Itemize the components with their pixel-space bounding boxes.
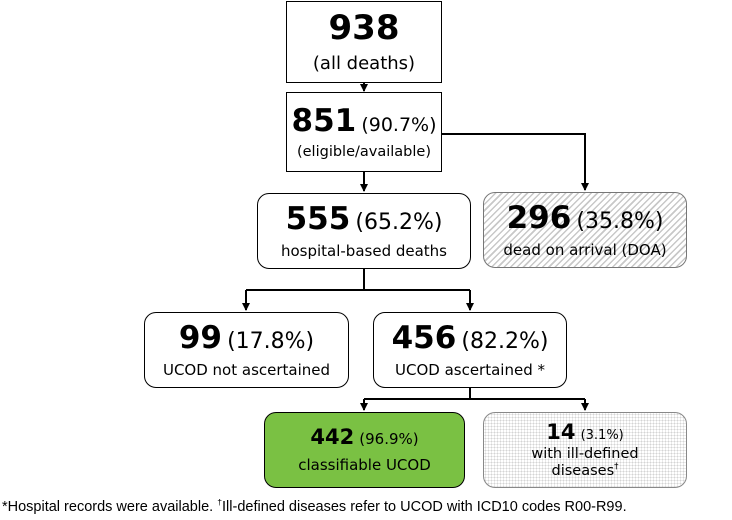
- footnote-part2: Ill-defined diseases refer to UCOD with …: [222, 498, 627, 515]
- hospital-label: hospital-based deaths: [280, 242, 448, 261]
- footnote: *Hospital records were available. †Ill-d…: [2, 497, 627, 515]
- all-deaths-count: 938: [328, 7, 400, 48]
- ill-defined-count: 14: [546, 420, 576, 445]
- node-classifiable-ucod: 442 (96.9%) classifiable UCOD: [264, 412, 465, 488]
- node-ucod-ascertained: 456 (82.2%) UCOD ascertained *: [373, 312, 567, 388]
- node-all-deaths: 938 (all deaths): [286, 1, 442, 83]
- ascertained-percent: (82.2%): [461, 328, 549, 354]
- ascertained-label: UCOD ascertained *: [395, 361, 545, 380]
- node-ucod-not-ascertained: 99 (17.8%) UCOD not ascertained: [144, 312, 349, 388]
- ascertained-count: 456: [391, 319, 457, 356]
- eligible-percent: (90.7%): [361, 113, 437, 136]
- ill-defined-label-line2: diseases: [551, 462, 615, 479]
- classifiable-count: 442: [310, 425, 355, 450]
- not-ascertained-label: UCOD not ascertained: [162, 361, 331, 380]
- not-ascertained-percent: (17.8%): [227, 328, 315, 354]
- ill-defined-percent: (3.1%): [580, 428, 624, 444]
- node-dead-on-arrival: 296 (35.8%) dead on arrival (DOA): [483, 192, 687, 268]
- classifiable-percent: (96.9%): [359, 430, 419, 449]
- doa-label: dead on arrival (DOA): [503, 241, 667, 260]
- doa-percent: (35.8%): [576, 208, 664, 234]
- dagger-mark: †: [614, 462, 619, 473]
- footnote-dagger: †: [217, 497, 223, 507]
- doa-count: 296: [506, 199, 572, 236]
- hospital-count: 555: [285, 200, 351, 237]
- all-deaths-label: (all deaths): [312, 53, 416, 75]
- node-ill-defined-diseases: 14 (3.1%) with ill-defined diseases†: [483, 412, 687, 488]
- node-hospital-based: 555 (65.2%) hospital-based deaths: [257, 193, 471, 269]
- hospital-percent: (65.2%): [355, 209, 443, 235]
- eligible-label: (eligible/available): [296, 144, 431, 161]
- ill-defined-label-line1: with ill-defined: [531, 446, 639, 463]
- footnote-part1: *Hospital records were available.: [2, 498, 218, 515]
- arrow-eligible-to-doa: [442, 133, 589, 191]
- eligible-count: 851: [291, 102, 357, 139]
- node-eligible: 851 (90.7%) (eligible/available): [286, 92, 442, 172]
- not-ascertained-count: 99: [178, 319, 222, 356]
- classifiable-label: classifiable UCOD: [298, 455, 431, 474]
